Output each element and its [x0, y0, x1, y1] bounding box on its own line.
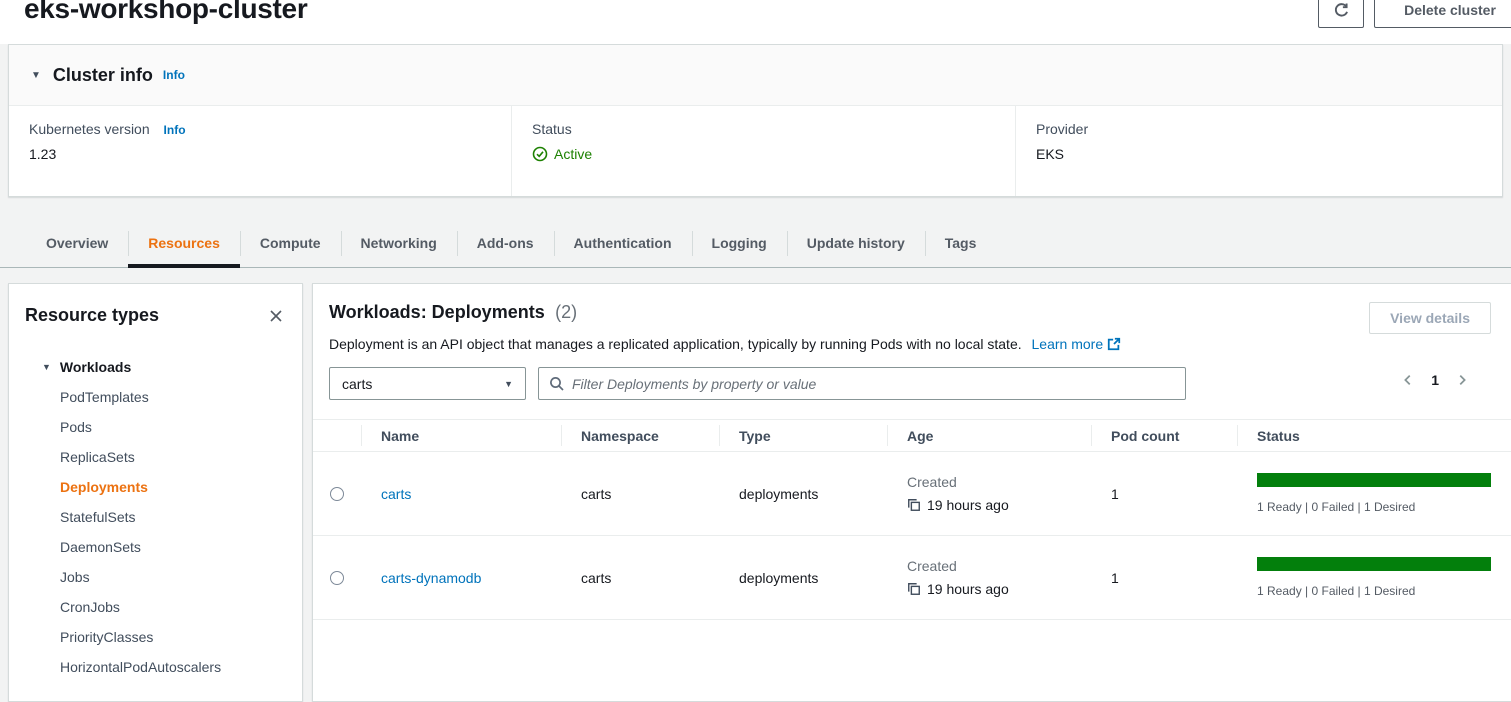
tree-item-statefulsets[interactable]: StatefulSets [60, 509, 136, 525]
tab-resources[interactable]: Resources [128, 219, 240, 268]
cluster-info-body: Kubernetes version Info 1.23 Status Acti… [9, 106, 1502, 196]
deployment-pod-count: 1 [1111, 485, 1119, 502]
deployments-title: Workloads: Deployments [329, 302, 545, 322]
search-icon [549, 376, 565, 392]
prev-page-icon[interactable] [1399, 371, 1417, 389]
cluster-info-title: Cluster info [52, 64, 153, 85]
status-text: 1 Ready | 0 Failed | 1 Desired [1257, 500, 1416, 514]
status-check-icon [532, 146, 548, 162]
search-box [538, 367, 1186, 400]
deployment-name-link[interactable]: carts [381, 485, 412, 502]
tab-networking[interactable]: Networking [340, 219, 457, 267]
deployment-type: deployments [739, 485, 819, 502]
deployments-table: Name Namespace Type Age Pod count Status… [313, 419, 1511, 620]
deployment-age: Created 19 hours ago [907, 474, 1009, 513]
status-field: Status Active [511, 106, 1015, 196]
column-age: Age [887, 420, 1091, 451]
provider-label: Provider [1036, 121, 1089, 137]
deployments-count: (2) [555, 302, 578, 322]
deployment-name-link[interactable]: carts-dynamodb [381, 569, 482, 586]
status-text: 1 Ready | 0 Failed | 1 Desired [1257, 584, 1416, 598]
tree-item-cronjobs[interactable]: CronJobs [60, 599, 120, 615]
provider-field: Provider EKS [1015, 106, 1502, 196]
kubernetes-version-label: Kubernetes version [29, 121, 150, 137]
tree-item-deployments[interactable]: Deployments [60, 479, 148, 495]
table-row: carts-dynamodb carts deployments Created… [313, 536, 1511, 620]
search-input[interactable] [572, 375, 1175, 392]
deployment-namespace: carts [581, 569, 612, 586]
kubernetes-version-field: Kubernetes version Info 1.23 [9, 106, 511, 196]
delete-cluster-button[interactable]: Delete cluster [1374, 0, 1511, 28]
column-type: Type [719, 420, 887, 451]
deployment-status: 1 Ready | 0 Failed | 1 Desired [1237, 557, 1511, 598]
collapse-triangle-icon[interactable]: ▼ [31, 69, 41, 81]
tree-item-podtemplates[interactable]: PodTemplates [60, 389, 149, 405]
tab-logging[interactable]: Logging [691, 219, 787, 267]
cluster-tabs: Overview Resources Compute Networking Ad… [0, 219, 1511, 268]
resource-types-tree: ▼ Workloads PodTemplates Pods ReplicaSet… [9, 352, 302, 682]
external-link-icon [1107, 337, 1121, 351]
namespace-filter-value: carts [342, 375, 373, 392]
tab-tags[interactable]: Tags [924, 219, 997, 267]
table-row: carts carts deployments Created 19 hours… [313, 452, 1511, 536]
collapse-triangle-icon: ▼ [42, 362, 51, 372]
status-bar [1257, 473, 1491, 487]
refresh-icon [1333, 2, 1350, 19]
namespace-filter-dropdown[interactable]: carts ▼ [329, 367, 526, 400]
column-selection [313, 420, 361, 451]
status-bar [1257, 557, 1491, 571]
column-namespace: Namespace [561, 420, 719, 451]
deployments-description: Deployment is an API object that manages… [329, 336, 1022, 352]
cluster-info-info-link[interactable]: Info [162, 68, 185, 82]
deployments-panel: Workloads: Deployments (2) View details … [312, 283, 1511, 702]
tab-authentication[interactable]: Authentication [553, 219, 692, 267]
tab-compute[interactable]: Compute [239, 219, 341, 267]
row-radio-button[interactable] [330, 486, 344, 501]
copy-icon[interactable] [907, 582, 921, 596]
tree-group-workloads[interactable]: ▼ Workloads [42, 359, 132, 375]
kubernetes-version-value: 1.23 [29, 146, 57, 162]
tree-item-replicasets[interactable]: ReplicaSets [60, 449, 135, 465]
deployment-namespace: carts [581, 485, 612, 502]
resource-types-panel: Resource types ▼ Workloads PodTemplates … [8, 283, 303, 702]
page-title: eks-workshop-cluster [24, 0, 308, 24]
provider-value: EKS [1036, 146, 1065, 162]
learn-more-link[interactable]: Learn more [1032, 335, 1122, 353]
resource-types-title: Resource types [25, 305, 160, 325]
deployment-status: 1 Ready | 0 Failed | 1 Desired [1237, 473, 1511, 514]
column-status: Status [1237, 420, 1511, 451]
status-value: Active [554, 146, 593, 162]
deployment-pod-count: 1 [1111, 569, 1119, 586]
column-name: Name [361, 420, 561, 451]
page-header: eks-workshop-cluster Delete cluster [0, 0, 1511, 44]
cluster-info-card: ▼ Cluster info Info Kubernetes version I… [8, 44, 1503, 197]
status-label: Status [532, 121, 572, 137]
tree-item-daemonsets[interactable]: DaemonSets [60, 539, 141, 555]
tree-item-jobs[interactable]: Jobs [60, 569, 90, 585]
tree-item-pods[interactable]: Pods [60, 419, 92, 435]
cluster-info-header[interactable]: ▼ Cluster info Info [9, 45, 1502, 106]
row-radio-button[interactable] [330, 570, 344, 585]
tree-item-priorityclasses[interactable]: PriorityClasses [60, 629, 154, 645]
pagination: 1 [1399, 371, 1471, 389]
deployment-type: deployments [739, 569, 819, 586]
copy-icon[interactable] [907, 498, 921, 512]
page-number[interactable]: 1 [1431, 372, 1439, 388]
deployment-age: Created 19 hours ago [907, 558, 1009, 597]
view-details-button[interactable]: View details [1369, 302, 1491, 334]
next-page-icon[interactable] [1453, 371, 1471, 389]
column-pod-count: Pod count [1091, 420, 1237, 451]
kubernetes-version-info-link[interactable]: Info [163, 123, 186, 137]
tree-item-horizontalpodautoscalers[interactable]: HorizontalPodAutoscalers [60, 659, 222, 675]
tab-overview[interactable]: Overview [46, 235, 109, 251]
close-icon[interactable] [266, 306, 286, 326]
tab-update-history[interactable]: Update history [786, 219, 925, 267]
tab-add-ons[interactable]: Add-ons [456, 219, 554, 267]
refresh-button[interactable] [1318, 0, 1364, 28]
dropdown-caret-icon: ▼ [504, 378, 513, 389]
